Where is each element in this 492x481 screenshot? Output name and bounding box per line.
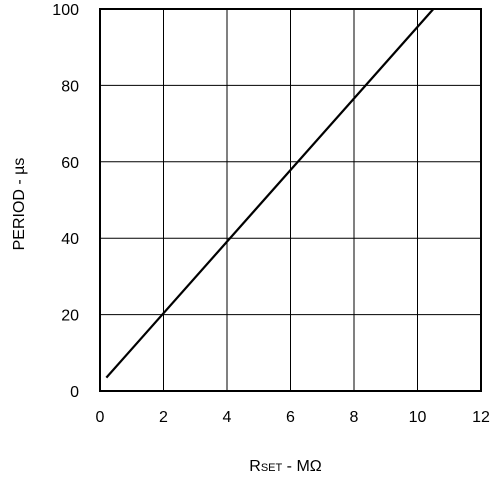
y-tick-label: 100 (52, 2, 79, 19)
y-tick-labels: 0 20 40 60 80 100 (52, 2, 79, 401)
x-tick-label: 12 (472, 409, 490, 426)
x-axis-label-main: R (249, 458, 261, 475)
x-tick-label: 6 (286, 409, 295, 426)
x-axis-label-suffix: - MΩ (282, 458, 322, 475)
x-tick-labels: 0 2 4 6 8 10 12 (96, 409, 490, 426)
x-axis-label: RSET - MΩ (249, 458, 322, 475)
x-axis-label-subscript: SET (261, 462, 283, 474)
x-tick-label: 10 (409, 409, 427, 426)
series-group (105, 8, 435, 379)
grid-lines (100, 9, 481, 391)
y-axis-label: PERIOD - µs (11, 158, 28, 251)
plot-frame (99, 8, 482, 392)
y-tick-label: 80 (61, 78, 79, 95)
x-tick-label: 2 (159, 409, 168, 426)
x-tick-label: 4 (223, 409, 232, 426)
y-tick-label: 40 (61, 231, 79, 248)
x-tick-label: 0 (96, 409, 105, 426)
y-tick-label: 60 (61, 155, 79, 172)
y-tick-label: 0 (70, 384, 79, 401)
series-line (105, 8, 435, 379)
y-tick-label: 20 (61, 308, 79, 325)
x-tick-label: 8 (350, 409, 359, 426)
